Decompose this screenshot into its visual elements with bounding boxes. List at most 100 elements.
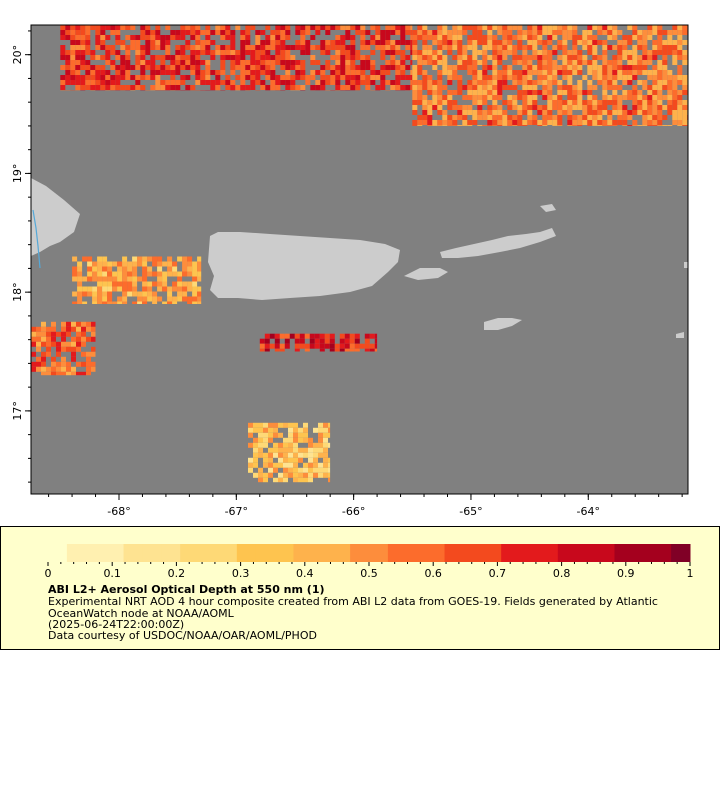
aod-pixel bbox=[220, 80, 226, 85]
aod-pixel bbox=[328, 422, 331, 428]
aod-pixel bbox=[637, 70, 643, 75]
aod-pixel bbox=[417, 95, 423, 100]
aod-pixel bbox=[637, 100, 643, 105]
aod-pixel bbox=[75, 55, 81, 60]
aod-pixel bbox=[472, 110, 478, 115]
aod-pixel bbox=[597, 120, 603, 125]
aod-pixel bbox=[602, 65, 608, 70]
aod-pixel bbox=[110, 25, 116, 30]
aod-pixel bbox=[677, 115, 683, 120]
aod-pixel bbox=[627, 35, 633, 40]
aod-pixel bbox=[360, 55, 366, 60]
aod-pixel bbox=[175, 35, 181, 40]
aod-pixel bbox=[442, 100, 448, 105]
aod-pixel bbox=[125, 25, 131, 30]
aod-pixel bbox=[667, 30, 673, 35]
aod-pixel bbox=[319, 338, 325, 344]
aod-pixel bbox=[320, 65, 326, 70]
aod-pixel bbox=[532, 120, 538, 125]
aod-pixel bbox=[304, 333, 310, 339]
aod-pixel bbox=[165, 35, 171, 40]
aod-pixel bbox=[112, 261, 118, 267]
aod-pixel bbox=[452, 45, 458, 50]
aod-pixel bbox=[492, 65, 498, 70]
aod-pixel bbox=[677, 65, 683, 70]
aod-pixel bbox=[100, 85, 106, 90]
aod-pixel bbox=[612, 55, 618, 60]
aod-pixel bbox=[617, 110, 623, 115]
aod-pixel bbox=[264, 338, 270, 344]
aod-pixel bbox=[264, 333, 270, 339]
aod-pixel bbox=[71, 351, 76, 357]
aod-pixel bbox=[587, 65, 593, 70]
aod-pixel bbox=[442, 95, 448, 100]
aod-pixel bbox=[517, 30, 523, 35]
colorbar-cell bbox=[595, 544, 615, 562]
aod-pixel bbox=[290, 85, 296, 90]
aod-pixel bbox=[657, 50, 663, 55]
aod-pixel bbox=[537, 25, 543, 30]
aod-pixel bbox=[622, 115, 628, 120]
aod-pixel bbox=[278, 462, 283, 468]
aod-pixel bbox=[657, 105, 663, 110]
aod-pixel bbox=[592, 40, 598, 45]
aod-pixel bbox=[537, 55, 543, 60]
aod-pixel bbox=[298, 437, 303, 443]
aod-pixel bbox=[162, 276, 168, 282]
aod-pixel bbox=[677, 90, 683, 95]
vieques-land bbox=[404, 268, 448, 280]
aod-pixel bbox=[182, 261, 188, 267]
aod-pixel bbox=[592, 50, 598, 55]
aod-pixel bbox=[457, 55, 463, 60]
aod-pixel bbox=[46, 341, 51, 347]
aod-pixel bbox=[562, 65, 568, 70]
aod-pixel bbox=[82, 301, 88, 304]
aod-pixel bbox=[410, 35, 413, 40]
aod-pixel bbox=[512, 85, 518, 90]
aod-pixel bbox=[31, 351, 36, 357]
aod-pixel bbox=[255, 65, 261, 70]
aod-pixel bbox=[370, 50, 376, 55]
aod-pixel bbox=[192, 266, 198, 272]
aod-pixel bbox=[627, 125, 633, 126]
aod-pixel bbox=[335, 45, 341, 50]
aod-pixel bbox=[288, 472, 293, 478]
aod-pixel bbox=[130, 25, 136, 30]
aod-pixel bbox=[258, 477, 263, 483]
aod-pixel bbox=[91, 366, 96, 372]
aod-pixel bbox=[557, 80, 563, 85]
aod-pixel bbox=[157, 261, 163, 267]
aod-pixel bbox=[667, 105, 673, 110]
aod-pixel bbox=[412, 70, 418, 75]
aod-pixel bbox=[170, 75, 176, 80]
aod-pixel bbox=[537, 70, 543, 75]
aod-pixel bbox=[482, 35, 488, 40]
aod-pixel bbox=[313, 427, 318, 433]
aod-pixel bbox=[65, 60, 71, 65]
aod-pixel bbox=[318, 462, 323, 468]
aod-pixel bbox=[390, 85, 396, 90]
aod-pixel bbox=[375, 70, 381, 75]
aod-pixel bbox=[517, 95, 523, 100]
aod-pixel bbox=[667, 75, 673, 80]
aod-pixel bbox=[457, 80, 463, 85]
aod-pixel bbox=[263, 427, 268, 433]
aod-pixel bbox=[135, 75, 141, 80]
aod-pixel bbox=[477, 60, 483, 65]
aod-pixel bbox=[467, 110, 473, 115]
aod-pixel bbox=[462, 55, 468, 60]
aod-pixel bbox=[323, 457, 328, 463]
aod-pixel bbox=[195, 75, 201, 80]
aod-pixel bbox=[36, 361, 41, 367]
aod-pixel bbox=[122, 301, 128, 304]
aod-pixel bbox=[250, 65, 256, 70]
aod-pixel bbox=[36, 331, 41, 337]
aod-pixel bbox=[304, 343, 310, 349]
aod-pixel bbox=[522, 90, 528, 95]
aod-pixel bbox=[190, 85, 196, 90]
aod-pixel bbox=[105, 45, 111, 50]
aod-pixel bbox=[240, 70, 246, 75]
aod-pixel bbox=[273, 422, 278, 428]
aod-pixel bbox=[527, 65, 533, 70]
aod-pixel bbox=[622, 65, 628, 70]
